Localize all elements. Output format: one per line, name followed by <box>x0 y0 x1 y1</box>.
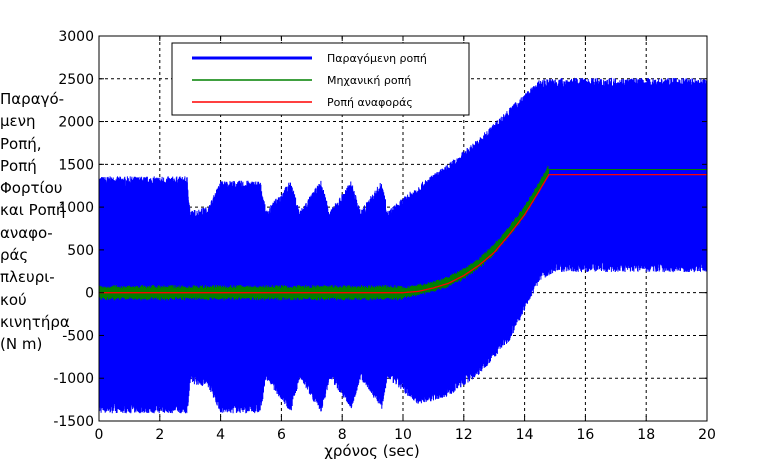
y-axis-label: Παραγό- μενη Ροπή, Ροπή Φορτίου και Ροπή… <box>0 88 78 356</box>
y-tick-label: 3000 <box>58 29 94 45</box>
series-mechanical-torque <box>99 165 707 301</box>
y-label-line: Ροπή <box>0 156 37 175</box>
axis-ticks: 0 2 4 6 8 10 12 14 16 18 20 -1500 -1000 -500 0 500 1000 1… <box>53 29 716 443</box>
x-tick-label: 4 <box>216 427 225 443</box>
x-tick-label: 2 <box>155 427 164 443</box>
legend-box <box>171 42 470 116</box>
x-tick-label: 18 <box>637 427 655 443</box>
y-tick-label: 2500 <box>58 72 94 88</box>
x-tick-label: 14 <box>516 427 534 443</box>
y-tick-label: 1000 <box>58 200 94 216</box>
y-label-line: κινητήρα <box>0 312 70 331</box>
x-tick-label: 0 <box>95 427 104 443</box>
y-tick-label: -500 <box>62 328 94 344</box>
y-label-line: Φορτίου <box>0 179 63 198</box>
y-tick-label: 2000 <box>58 115 94 131</box>
legend-entry-label: Μηχανική ροπή <box>327 74 411 87</box>
y-label-line: πλευρι- <box>0 268 55 287</box>
series-layer <box>99 77 707 414</box>
y-tick-label: -1500 <box>53 414 94 430</box>
y-tick-label: 500 <box>67 243 94 259</box>
x-tick-label: 16 <box>576 427 594 443</box>
legend-entry-label: Παραγόμενη ροπή <box>327 52 427 65</box>
x-axis-label: χρόνος (sec) <box>324 442 420 460</box>
y-label-line: αναφο- <box>0 223 53 242</box>
y-label-line: κού <box>0 290 27 309</box>
legend: Παραγόμενη ροπή Μηχανική ροπή Ροπή αναφορά… <box>171 42 470 116</box>
x-tick-label: 12 <box>455 427 473 443</box>
x-tick-label: 20 <box>698 427 716 443</box>
y-label-line: Παραγό- <box>0 90 65 108</box>
y-tick-label: 1500 <box>58 157 94 173</box>
y-label-line: μενη <box>0 112 36 131</box>
y-label-line: Ροπή, <box>0 134 42 153</box>
y-label-line: (N m) <box>0 335 43 354</box>
y-label-line: και Ροπή <box>0 201 66 220</box>
y-tick-label: -1000 <box>53 371 94 387</box>
x-tick-label: 8 <box>338 427 347 443</box>
x-tick-label: 10 <box>394 427 412 443</box>
y-tick-label: 0 <box>85 286 94 302</box>
y-label-line: ράς <box>0 246 29 265</box>
x-tick-label: 6 <box>277 427 286 443</box>
legend-entry-label: Ροπή αναφοράς <box>327 96 413 109</box>
series-reference-torque <box>99 173 707 294</box>
